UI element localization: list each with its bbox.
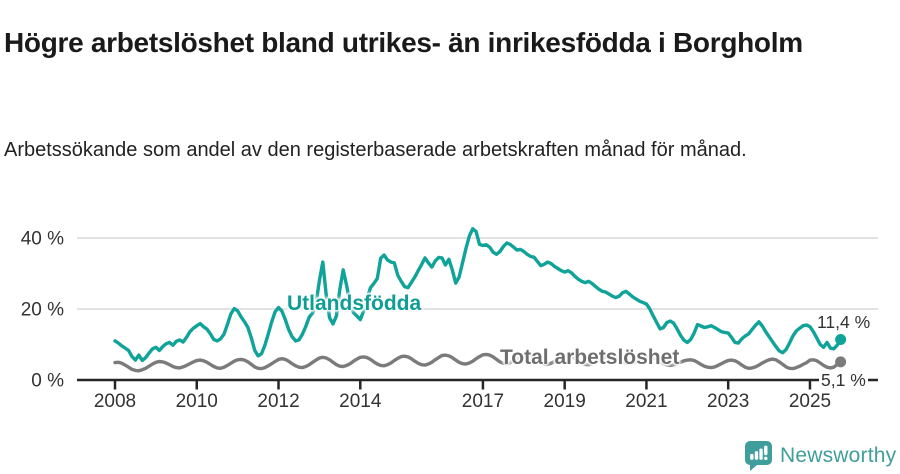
newsworthy-logo-icon	[744, 440, 773, 471]
brand-name: Newsworthy	[780, 443, 897, 467]
x-tick-label: 2019	[544, 391, 586, 412]
x-tick-label: 2021	[625, 391, 667, 412]
x-tick-label: 2014	[339, 391, 382, 412]
series-line-total	[113, 352, 843, 373]
newsworthy-brand-link[interactable]: Newsworthy	[744, 440, 896, 471]
x-tick-label: 2025	[789, 391, 831, 412]
series-endpoint-total	[835, 356, 847, 368]
series-label-utlandsfodda: Utlandsfödda	[287, 292, 422, 315]
chart-subtitle: Arbetssökande som andel av den registerb…	[4, 139, 747, 161]
x-tick-label: 2023	[707, 391, 749, 412]
page-title: Högre arbetslöshet bland utrikes- än inr…	[4, 26, 803, 58]
series-endpoint-utlandsfodda	[835, 334, 847, 346]
y-tick-label: 20 %	[21, 300, 64, 321]
end-value-label-total: 5,1 %	[819, 370, 868, 391]
series-line-utlandsfodda	[113, 227, 843, 363]
x-tick-label: 2008	[94, 391, 136, 412]
y-tick-label: 0 %	[31, 371, 64, 392]
x-tick-label: 2012	[257, 391, 299, 412]
end-value-label-utlandsfodda: 11,4 %	[817, 312, 871, 332]
y-tick-label: 40 %	[21, 229, 64, 250]
series-label-total: Total arbetslöshet	[500, 346, 680, 369]
x-tick-label: 2010	[176, 391, 218, 412]
x-tick-label: 2017	[462, 391, 504, 412]
